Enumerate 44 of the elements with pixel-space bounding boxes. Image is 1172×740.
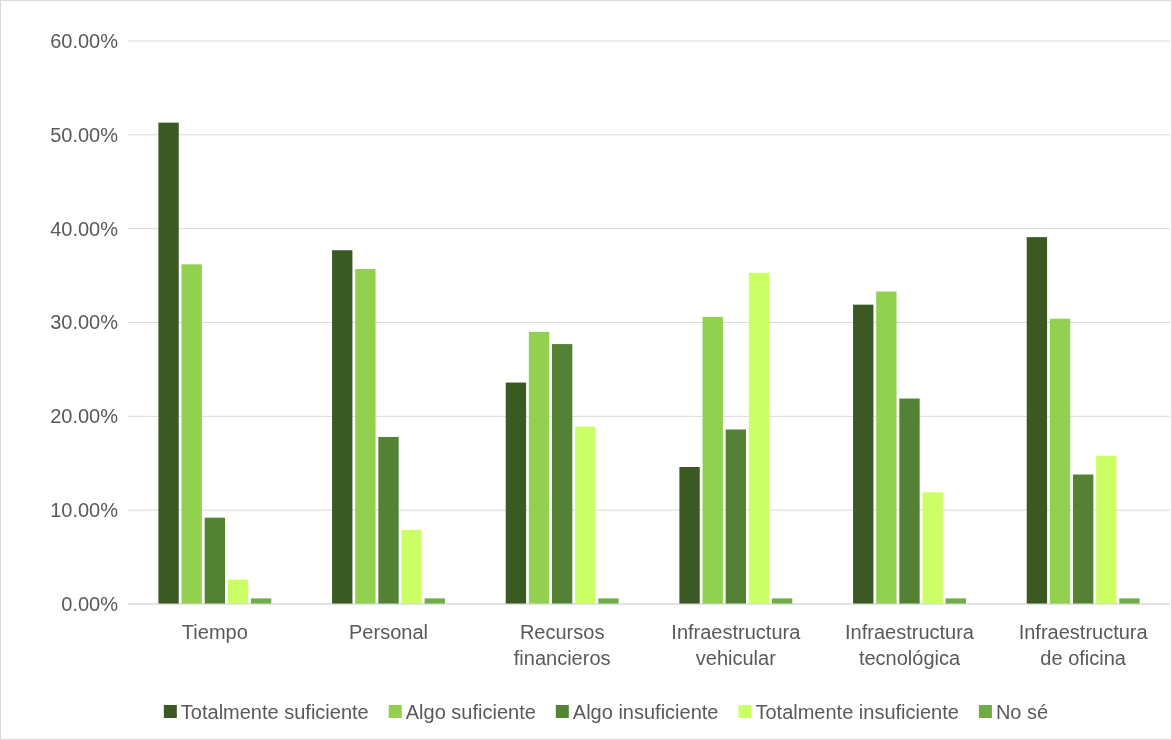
y-tick-label: 10.00% — [50, 499, 119, 522]
y-tick-label: 0.00% — [61, 592, 119, 615]
bar — [1049, 318, 1071, 604]
bar — [551, 344, 573, 604]
y-tick-label: 50.00% — [50, 123, 119, 146]
bar — [378, 436, 399, 604]
y-tick-label: 30.00% — [50, 311, 119, 334]
legend-label: Algo insuficiente — [572, 701, 719, 723]
x-tick-label: Infraestructura de oficina — [1018, 621, 1149, 669]
x-tick-label: Tiempo — [181, 621, 248, 643]
bar — [1026, 237, 1048, 604]
bar — [702, 316, 723, 604]
bar — [725, 429, 747, 604]
x-tick-label: Infraestructura tecnológica — [845, 621, 975, 669]
bar — [181, 264, 202, 604]
bar — [401, 529, 422, 604]
bar — [332, 250, 353, 604]
bar — [227, 579, 249, 604]
legend-label: No sé — [995, 701, 1049, 723]
bar — [204, 517, 226, 604]
bar — [1119, 598, 1140, 604]
bar — [748, 272, 770, 604]
bar — [598, 598, 619, 604]
bar — [505, 382, 527, 604]
bar — [876, 291, 897, 604]
legend-label: Totalmente insuficiente — [755, 701, 959, 723]
bar — [528, 331, 550, 604]
y-tick-label: 60.00% — [50, 29, 119, 52]
bar — [1096, 455, 1117, 604]
bar — [158, 122, 179, 604]
y-tick-label: 40.00% — [50, 217, 119, 240]
legend-label: Algo suficiente — [405, 701, 536, 723]
bar — [679, 467, 700, 604]
bar — [853, 304, 874, 604]
x-tick-label: Infraestructura vehicular — [671, 621, 802, 669]
bar — [922, 492, 943, 604]
x-tick-label: Recursos financieros — [513, 621, 611, 669]
bar — [355, 269, 376, 604]
legend-label: Totalmente suficiente — [180, 701, 369, 723]
bar — [1072, 474, 1094, 604]
bar — [899, 398, 920, 604]
x-tick-label: Personal — [349, 621, 428, 643]
y-tick-label: 20.00% — [50, 405, 119, 428]
bar — [575, 426, 596, 604]
